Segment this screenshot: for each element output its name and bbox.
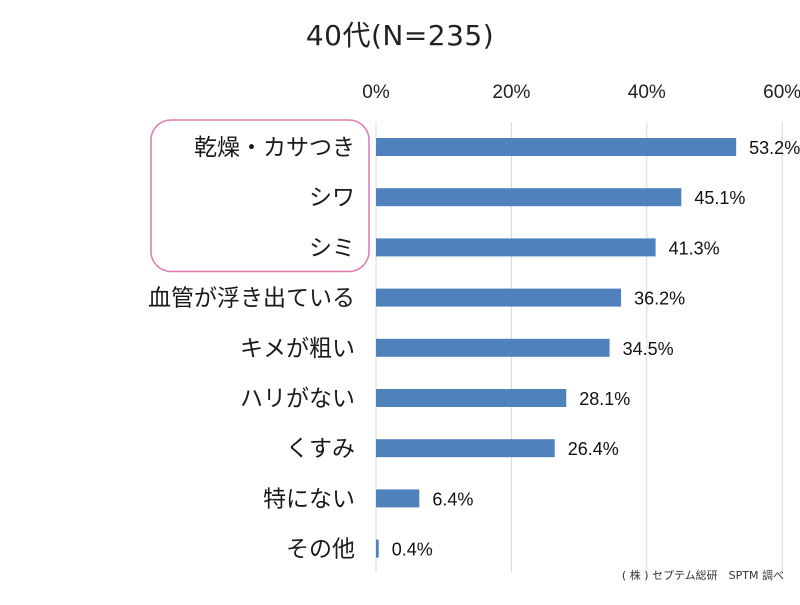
bar xyxy=(376,539,379,558)
value-label: 0.4% xyxy=(392,540,433,560)
category-label: 血管が浮き出ている xyxy=(148,286,355,312)
source-credit: ( 株 ) セプテム総研 SPTM 調べ xyxy=(621,569,784,582)
value-label: 36.2% xyxy=(634,289,685,309)
bar xyxy=(376,489,420,508)
chart-title: 40代(N=235) xyxy=(305,19,495,52)
category-label: シワ xyxy=(309,185,355,211)
bar xyxy=(376,439,555,458)
value-label: 6.4% xyxy=(432,489,473,509)
value-label: 28.1% xyxy=(579,389,630,409)
x-axis-ticks: 0%20%40%60%80% xyxy=(362,82,800,103)
highlight-box xyxy=(150,119,370,273)
x-tick-label: 60% xyxy=(763,82,800,103)
bars xyxy=(376,138,737,558)
x-tick-label: 20% xyxy=(492,82,530,103)
value-labels: 53.2% 45.1% 41.3% 36.2% 34.5% 28.1% 26.4% 6.4% 0… xyxy=(392,138,800,560)
category-label: シミ xyxy=(309,235,355,261)
category-label: 乾燥・カサつき xyxy=(194,135,355,161)
category-label: くすみ xyxy=(286,436,355,462)
value-label: 34.5% xyxy=(623,339,674,359)
x-tick-label: 40% xyxy=(628,82,666,103)
bar xyxy=(376,288,622,307)
bar xyxy=(376,238,656,257)
value-label: 45.1% xyxy=(694,188,745,208)
bar xyxy=(376,389,567,407)
x-tick-label: 0% xyxy=(362,82,390,103)
bar xyxy=(376,338,610,357)
category-label: 特にない xyxy=(263,486,355,512)
bar xyxy=(376,138,737,156)
category-label: その他 xyxy=(286,537,355,563)
value-label: 41.3% xyxy=(669,238,720,258)
bar xyxy=(376,188,682,207)
value-label: 26.4% xyxy=(568,439,619,459)
value-label: 53.2% xyxy=(749,138,800,158)
category-label: キメが粗い xyxy=(240,336,355,362)
category-label: ハリがない xyxy=(240,386,355,412)
